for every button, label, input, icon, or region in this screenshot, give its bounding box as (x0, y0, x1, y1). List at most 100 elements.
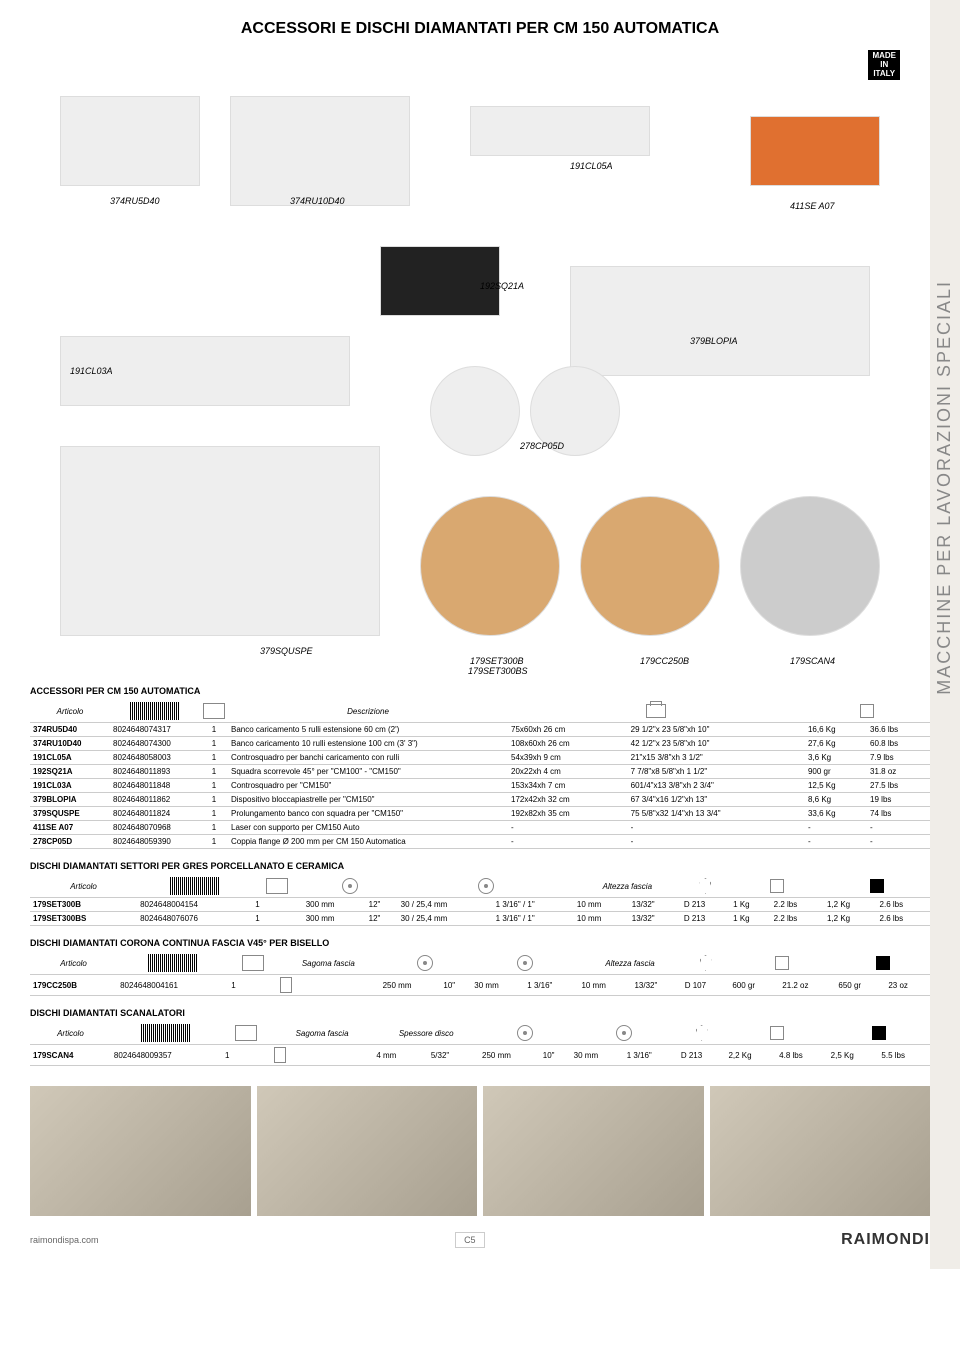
cell-dcode: D 213 (681, 912, 730, 926)
cell-w1i: 2.2 lbs (771, 898, 824, 912)
cell-hole-in: 1 3/16" / 1" (493, 912, 574, 926)
col-barcode-icon (110, 700, 200, 723)
cell-ean: 8024648058003 (110, 751, 200, 765)
table-row: 374RU5D40 8024648074317 1 Banco caricame… (30, 723, 930, 737)
cell-w1i: 21.2 oz (779, 975, 835, 996)
cell-dim-metric: - (508, 835, 628, 849)
cell-qty: 1 (200, 723, 228, 737)
cell-ean: 8024648070968 (110, 821, 200, 835)
cell-diam-mm: 250 mm (380, 975, 441, 996)
cell-weight-metric: 3,6 Kg (805, 751, 867, 765)
application-photo (710, 1086, 931, 1216)
cell-weight-metric: - (805, 835, 867, 849)
cell-dim-imperial: 21"x15 3/8"xh 3 1/2" (628, 751, 805, 765)
col-box-icon (200, 700, 228, 723)
section-title-accessories: ACCESSORI PER CM 150 AUTOMATICA (30, 686, 930, 696)
cell-weight-metric: - (805, 821, 867, 835)
col-weight-icon (805, 700, 930, 723)
cell-qty: 1 (252, 912, 302, 926)
col-barcode-icon (137, 875, 252, 898)
cell-weight-metric: 27,6 Kg (805, 737, 867, 751)
col-altezza: Altezza fascia (574, 875, 681, 898)
cell-w2: 650 gr (835, 975, 885, 996)
table-row: 179SCAN4 8024648009357 1 4 mm5/32" 250 m… (30, 1045, 930, 1066)
cell-qty: 1 (200, 765, 228, 779)
cell-articolo: 374RU5D40 (30, 723, 110, 737)
table-row: 374RU10D40 8024648074300 1 Banco caricam… (30, 737, 930, 751)
cell-dim-imperial: 601/4"x13 3/8"xh 2 3/4" (628, 779, 805, 793)
product-image (430, 366, 520, 456)
col-box-icon (228, 952, 277, 975)
cell-ean: 8024648011848 (110, 779, 200, 793)
cell-diam-in: 10" (540, 1045, 571, 1066)
cell-articolo: 179CC250B (30, 975, 117, 996)
cell-qty: 1 (200, 751, 228, 765)
cell-height-in: 13/32" (629, 898, 681, 912)
product-code-label: 379SQUSPE (260, 646, 313, 656)
col-sagoma: Sagoma fascia (277, 952, 380, 975)
cell-articolo: 278CP05D (30, 835, 110, 849)
section-title-discs-scanalatori: DISCHI DIAMANTATI SCANALATORI (30, 1008, 930, 1018)
product-code-label: 179CC250B (640, 656, 689, 666)
col-diamond-icon (678, 1022, 726, 1045)
col-descrizione: Descrizione (228, 700, 508, 723)
cell-ean: 8024648074300 (110, 737, 200, 751)
cell-weight-imperial: - (867, 821, 930, 835)
cell-diam-in: 12" (366, 912, 398, 926)
table-row: 278CP05D 8024648059390 1 Coppia flange Ø… (30, 835, 930, 849)
cell-w2i: 2.6 lbs (877, 912, 930, 926)
cell-qty: 1 (200, 737, 228, 751)
cell-diam-in: 12" (366, 898, 398, 912)
cell-dim-metric: 192x82xh 35 cm (508, 807, 628, 821)
product-image (740, 496, 880, 636)
product-image (60, 446, 380, 636)
cell-weight-metric: 16,6 Kg (805, 723, 867, 737)
cell-height-mm: 10 mm (578, 975, 631, 996)
cell-dim-imperial: 67 3/4"x16 1/2"xh 13" (628, 793, 805, 807)
cell-weight-imperial: 60.8 lbs (867, 737, 930, 751)
cell-desc: Controsquadro per banchi caricamento con… (228, 751, 508, 765)
col-package-icon (508, 700, 805, 723)
cell-diam-in: 10" (440, 975, 471, 996)
cell-ean: 8024648009357 (111, 1045, 222, 1066)
product-code-label: 179SET300BS (468, 666, 528, 676)
cell-dcode: D 107 (682, 975, 730, 996)
table-row: 179SET300BS 8024648076076 1 300 mm12" 30… (30, 912, 930, 926)
col-weight-white-icon (729, 952, 835, 975)
application-photo (30, 1086, 251, 1216)
cell-ean: 8024648011824 (110, 807, 200, 821)
product-code-label: 179SET300B (470, 656, 524, 666)
product-image (750, 116, 880, 186)
product-code-label: 179SCAN4 (790, 656, 835, 666)
cell-desc: Banco caricamento 5 rulli estensione 60 … (228, 723, 508, 737)
cell-qty: 1 (200, 821, 228, 835)
cell-ean: 8024648059390 (110, 835, 200, 849)
product-image-area: 374RU5D40374RU10D40191CL05A411SE A07192S… (30, 46, 930, 666)
cell-weight-metric: 12,5 Kg (805, 779, 867, 793)
cell-weight-imperial: 31.8 oz (867, 765, 930, 779)
col-barcode-icon (111, 1022, 222, 1045)
cell-w1: 600 gr (729, 975, 779, 996)
product-code-label: 278CP05D (520, 441, 564, 451)
col-diameter-icon (303, 875, 398, 898)
cell-hole-in: 1 3/16" (624, 1045, 678, 1066)
col-diamond-icon (682, 952, 730, 975)
cell-articolo: 191CL05A (30, 751, 110, 765)
table-row: 192SQ21A 8024648011893 1 Squadra scorrev… (30, 765, 930, 779)
cell-articolo: 179SET300BS (30, 912, 137, 926)
cell-dim-imperial: - (628, 835, 805, 849)
cell-desc: Coppia flange Ø 200 mm per CM 150 Automa… (228, 835, 508, 849)
cell-qty: 1 (228, 975, 277, 996)
col-barcode-icon (117, 952, 228, 975)
cell-dim-imperial: 29 1/2"x 23 5/8"xh 10" (628, 723, 805, 737)
cell-w1i: 4.8 lbs (776, 1045, 827, 1066)
cell-sp-mm: 4 mm (373, 1045, 427, 1066)
side-category-label: MACCHINE PER LAVORAZIONI SPECIALI (934, 280, 955, 695)
footer-url: raimondispa.com (30, 1235, 99, 1245)
cell-articolo: 191CL03A (30, 779, 110, 793)
cell-dim-metric: 172x42xh 32 cm (508, 793, 628, 807)
table-row: 191CL03A 8024648011848 1 Controsquadro p… (30, 779, 930, 793)
bottom-photo-row (30, 1086, 930, 1216)
product-code-label: 191CL05A (570, 161, 613, 171)
cell-dim-imperial: 42 1/2"x 23 5/8"xh 10" (628, 737, 805, 751)
